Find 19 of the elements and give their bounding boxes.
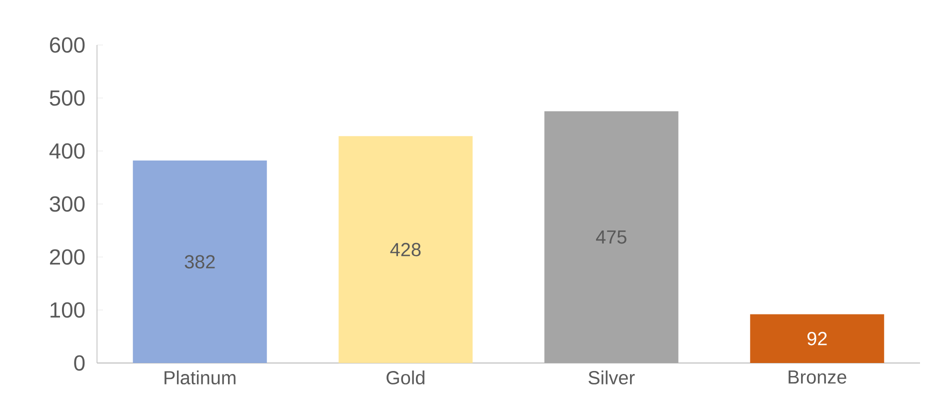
x-tick-label: Bronze xyxy=(788,370,846,384)
data-label: 382 xyxy=(184,255,215,268)
y-tick-label: 400 xyxy=(49,143,85,159)
y-tick-label: 0 xyxy=(74,355,85,371)
y-tick-label: 300 xyxy=(50,196,85,212)
y-tick-label: 100 xyxy=(50,302,85,318)
y-tick-label: 600 xyxy=(50,37,85,53)
data-label: 475 xyxy=(596,230,626,244)
bar xyxy=(338,136,473,363)
bar xyxy=(132,160,267,363)
y-tick-label: 500 xyxy=(50,90,85,106)
bar xyxy=(750,314,884,363)
x-tick-label: Silver xyxy=(588,370,635,384)
data-label: 428 xyxy=(390,242,421,256)
x-tick-label: Gold xyxy=(386,370,424,384)
data-label: 92 xyxy=(807,332,827,346)
y-tick-label: 200 xyxy=(50,249,85,265)
x-tick-label: Platinum xyxy=(164,370,236,384)
bar xyxy=(544,111,678,363)
